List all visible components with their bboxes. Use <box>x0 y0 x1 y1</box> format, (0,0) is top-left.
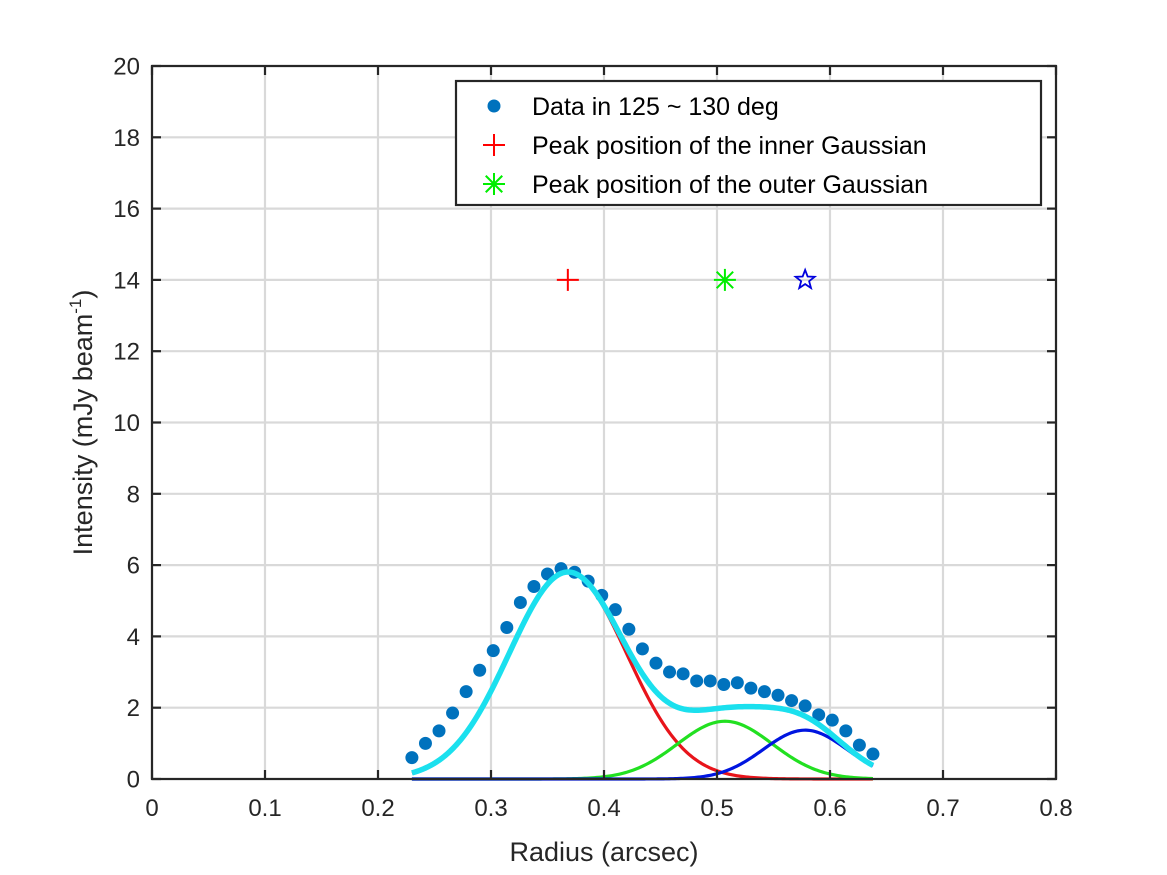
peak-marker-plus <box>556 268 579 291</box>
x-tick-label: 0.5 <box>700 795 733 822</box>
data-point <box>825 713 839 727</box>
legend-items: Data in 125 ~ 130 deg Peak position of th… <box>483 93 928 199</box>
data-point <box>757 685 771 699</box>
y-axis-title-superscript: -1 <box>66 299 85 314</box>
y-tick-label: 18 <box>113 125 140 152</box>
data-point <box>730 676 744 690</box>
legend-label: Data in 125 ~ 130 deg <box>532 93 779 121</box>
data-point <box>785 694 799 708</box>
data-point <box>744 681 758 695</box>
data-point <box>513 596 527 610</box>
y-tick-label: 0 <box>127 767 140 794</box>
data-point <box>432 724 446 738</box>
axis-ticks <box>150 64 1058 781</box>
legend-item: Peak position of the inner Gaussian <box>483 132 927 160</box>
y-tick-label: 20 <box>113 54 140 81</box>
data-point <box>839 724 853 738</box>
y-tick-label: 14 <box>113 267 140 294</box>
legend-item: Peak position of the outer Gaussian <box>483 171 928 199</box>
legend-label: Peak position of the outer Gaussian <box>532 171 928 199</box>
y-tick-labels: 0 2 4 6 8 10 12 14 16 18 20 <box>113 54 140 794</box>
star-shape <box>793 267 818 291</box>
y-tick-label: 2 <box>127 695 140 722</box>
data-point <box>771 688 785 702</box>
data-point <box>459 685 473 699</box>
data-point <box>717 678 731 692</box>
peak-markers <box>556 267 818 291</box>
dot-shape <box>487 99 501 113</box>
data-point <box>622 622 636 636</box>
asterisk-stroke-d2 <box>715 270 734 289</box>
peak-marker-star <box>793 267 818 291</box>
legend-box <box>454 79 1043 207</box>
x-tick-label: 0.7 <box>926 795 959 822</box>
data-point <box>798 699 812 713</box>
data-point <box>500 620 514 634</box>
y-tick-label: 10 <box>113 410 140 437</box>
y-axis-title-suffix: ) <box>68 290 98 299</box>
data-point <box>663 665 677 679</box>
legend-item: Data in 125 ~ 130 deg <box>487 93 779 121</box>
data-point <box>866 747 880 761</box>
legend-marker-plus <box>483 134 505 156</box>
y-axis-title-main: Intensity (mJy beam <box>68 314 98 556</box>
y-tick-label: 8 <box>127 481 140 508</box>
data-point <box>852 738 866 752</box>
data-point <box>418 736 432 750</box>
data-point <box>446 706 460 720</box>
x-tick-labels: 0 0.1 0.2 0.3 0.4 0.5 0.6 0.7 0.8 <box>145 795 1072 822</box>
x-tick-label: 0.2 <box>361 795 394 822</box>
y-tick-label: 4 <box>127 624 140 651</box>
y-axis-title: Intensity (mJy beam-1) <box>66 290 98 556</box>
data-point <box>676 667 690 681</box>
data-point <box>649 656 663 670</box>
data-point <box>527 579 541 593</box>
x-tick-label: 0.4 <box>587 795 620 822</box>
x-axis-title: Radius (arcsec) <box>509 837 698 867</box>
data-point <box>703 674 717 688</box>
legend-label: Peak position of the inner Gaussian <box>532 132 927 160</box>
x-tick-label: 0 <box>145 795 158 822</box>
data-point <box>635 642 649 656</box>
total-fit-curve <box>411 569 875 776</box>
data-point <box>405 751 419 765</box>
x-tick-label: 0.8 <box>1039 795 1072 822</box>
x-tick-label: 0.6 <box>813 795 846 822</box>
x-tick-label: 0.1 <box>248 795 281 822</box>
data-points <box>405 562 880 776</box>
legend-marker-dot <box>487 99 501 113</box>
peak-marker-asterisk <box>713 268 736 291</box>
y-tick-label: 6 <box>127 553 140 580</box>
data-point <box>486 644 500 658</box>
asterisk-stroke-d2 <box>485 175 503 193</box>
data-point <box>473 663 487 677</box>
data-point <box>690 674 704 688</box>
x-tick-label: 0.3 <box>474 795 507 822</box>
y-tick-label: 16 <box>113 196 140 223</box>
data-point <box>608 603 622 617</box>
y-tick-label: 12 <box>113 339 140 366</box>
data-point <box>812 708 826 722</box>
legend: Data in 125 ~ 130 deg Peak position of th… <box>454 79 1043 207</box>
legend-marker-asterisk <box>483 173 505 195</box>
